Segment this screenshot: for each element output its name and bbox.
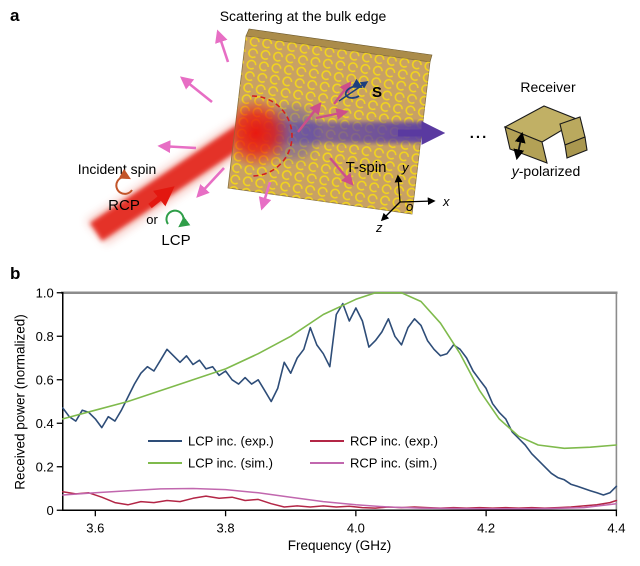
incident-spin-label: Incident spin <box>78 161 157 177</box>
dashed-wavefront-arc <box>251 95 293 177</box>
scatter-arrow-in-right <box>315 107 349 120</box>
scatter-arrow-in-up <box>333 81 352 105</box>
scatter-arrow-left <box>157 140 197 154</box>
y-tick-label: 0.6 <box>36 372 54 387</box>
incident-beam-core <box>90 119 258 241</box>
scatter-arrow-up <box>215 29 230 63</box>
y-polarized-italic: y <box>511 163 520 179</box>
panel-a-illustration: Scattering at the bulk edge <box>78 8 588 249</box>
scatter-arrow-in-down-right <box>329 157 354 186</box>
ellipsis-dots: ... <box>470 125 489 142</box>
series-line-rcp-inc-sim- <box>62 487 618 510</box>
y-tick-label: 0.4 <box>36 416 54 431</box>
polarization-double-arrow <box>513 131 526 161</box>
scatter-arrows-outside <box>157 29 272 211</box>
waveguide-front-face <box>564 136 588 159</box>
coordinate-axes <box>380 174 436 222</box>
or-label: or <box>146 212 158 227</box>
lcp-rotation-icon <box>165 209 191 228</box>
axis-z-arrow <box>380 201 401 222</box>
legend-label: LCP inc. (sim.) <box>188 456 273 471</box>
x-tick-label: 4.4 <box>607 520 625 535</box>
receiver-label: Receiver <box>520 79 576 95</box>
axis-x-label: x <box>442 194 450 209</box>
x-tick-label: 4.2 <box>477 520 495 535</box>
y-tick-label: 1.0 <box>36 285 54 300</box>
y-tick-label: 0.2 <box>36 459 54 474</box>
s-spin-circulation <box>344 78 363 99</box>
x-tick-label: 3.6 <box>86 520 104 535</box>
panel-a-title: Scattering at the bulk edge <box>220 8 387 24</box>
chart-dynamic-content: 3.6 3.8 4.0 4.2 4.4 0 0.2 0.4 0.6 0.8 1.0 LCP inc. … <box>36 285 626 535</box>
panel-b-label: b <box>10 264 21 283</box>
series-line-lcp-inc-sim- <box>61 291 618 450</box>
lcp-label: LCP <box>161 232 190 249</box>
x-tick-label: 4.0 <box>347 520 365 535</box>
scatter-arrow-down-left <box>196 167 225 198</box>
axis-y-label: y <box>401 160 410 175</box>
panel-a-label: a <box>10 6 20 25</box>
scatter-arrow-up-left <box>179 76 213 104</box>
incident-direction-arrow <box>148 186 175 209</box>
s-spin-icon <box>338 78 369 102</box>
scatter-arrows-inside <box>297 81 354 186</box>
chart-axes <box>62 292 617 511</box>
y-tick-label: 0 <box>47 503 54 518</box>
s-label: S <box>372 84 382 101</box>
rcp-rotation-icon <box>115 168 133 195</box>
y-tick-label: 0.8 <box>36 329 54 344</box>
legend-label: RCP inc. (sim.) <box>350 456 437 471</box>
rcp-label: RCP <box>108 197 140 214</box>
series-line-lcp-inc-exp- <box>61 302 618 496</box>
series-line-rcp-inc-exp- <box>62 491 618 509</box>
axis-x-arrow <box>399 197 436 206</box>
scatter-arrow-down <box>258 181 272 211</box>
received-power-chart: 3.6 3.8 4.0 4.2 4.4 0 0.2 0.4 0.6 0.8 1.0 LCP inc. … <box>36 285 626 535</box>
axis-origin-label: o <box>406 199 413 214</box>
y-axis-title: Received power (normalized) <box>12 314 28 490</box>
y-polarized-label: y-polarized <box>511 163 580 179</box>
scatter-arrow-in-up-right <box>297 102 322 133</box>
legend-label: RCP inc. (exp.) <box>350 434 438 449</box>
axis-y-arrow <box>394 174 403 203</box>
incident-beam <box>86 116 262 244</box>
t-spin-label: T-spin <box>346 159 387 176</box>
axis-z-label: z <box>375 220 383 235</box>
x-tick-label: 3.8 <box>217 520 235 535</box>
x-axis-title: Frequency (GHz) <box>287 538 392 553</box>
y-polarized-rest: -polarized <box>519 163 580 179</box>
legend-label: LCP inc. (exp.) <box>188 434 274 449</box>
metamaterial-slab <box>227 28 433 215</box>
